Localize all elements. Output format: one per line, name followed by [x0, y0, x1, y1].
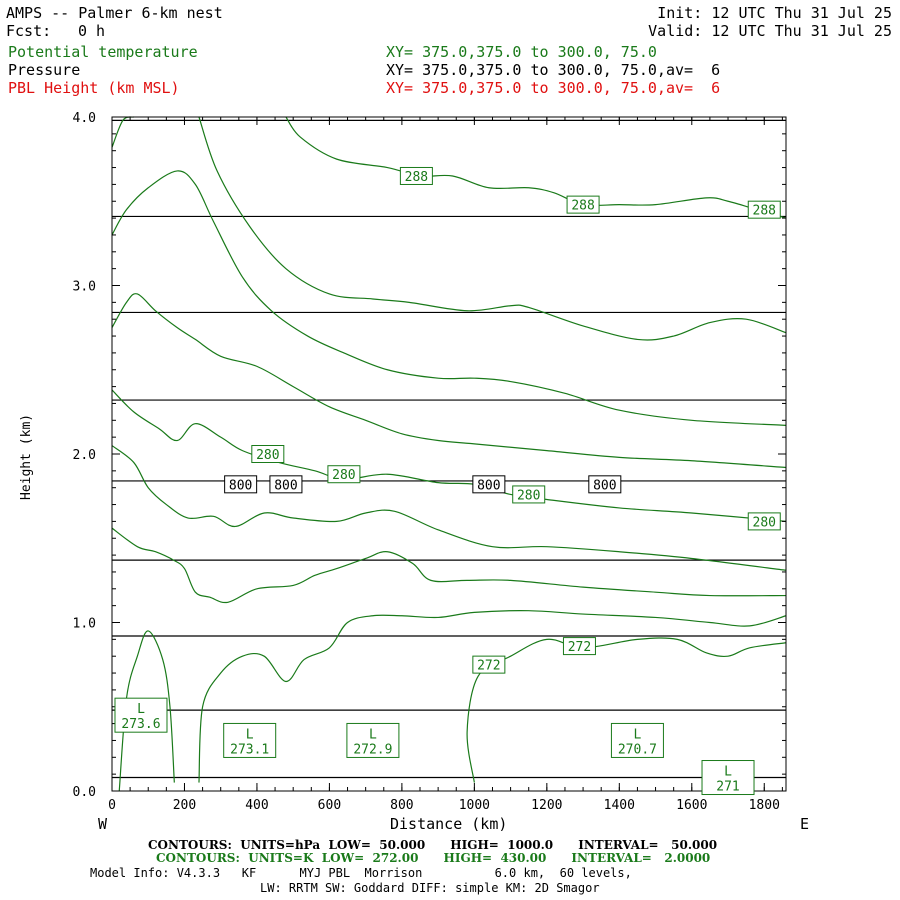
model-title: AMPS -- Palmer 6-km nest	[6, 4, 223, 22]
minimum-letter: L	[246, 727, 254, 742]
theta-label-box	[562, 637, 596, 656]
pressure-label: 800	[593, 478, 616, 493]
theta-label-box	[747, 200, 781, 219]
minimum-value: 272.9	[353, 742, 392, 757]
theta-label: 288	[571, 199, 594, 214]
x-axis-east: E	[800, 815, 810, 833]
minimum-box	[610, 722, 664, 758]
footer-model-info: Model Info: V4.3.3 KF MYJ PBL Morrison 6…	[90, 866, 632, 880]
theta-contour-line	[111, 293, 787, 469]
pressure-label: 800	[274, 478, 297, 493]
field-pbl: PBL Height (km MSL)	[8, 79, 180, 97]
minimum-value: 271	[716, 780, 739, 795]
theta-label: 272	[568, 640, 591, 655]
theta-label-box	[399, 166, 433, 185]
xy-pbl: XY= 375.0,375.0 to 300.0, 75.0,av= 6	[386, 79, 721, 97]
x-tick-label: 1000	[459, 798, 490, 813]
xy-theta: XY= 375.0,375.0 to 300.0, 75.0	[386, 43, 657, 61]
pressure-label-box	[588, 475, 622, 494]
minimum-letter: L	[634, 727, 642, 742]
pressure-contours	[112, 119, 786, 779]
theta-label: 272	[477, 659, 500, 674]
contour-labels: 800 800 800 800 288 288 288 280 280 280 280 272 272 L…	[114, 166, 781, 796]
minimum-box	[701, 760, 755, 796]
theta-label-box	[566, 195, 600, 214]
minimum-box	[223, 722, 277, 758]
minimum-letter: L	[724, 765, 732, 780]
x-axis-label: Distance (km)	[390, 815, 508, 833]
theta-contours	[111, 116, 787, 792]
x-tick-label: 800	[390, 798, 413, 813]
x-tick-label: 200	[173, 798, 196, 813]
minimum-box	[114, 697, 168, 733]
x-tick-label: 0	[108, 798, 116, 813]
theta-contour-line	[111, 389, 787, 522]
x-tick-label: 400	[245, 798, 268, 813]
x-axis-west: W	[98, 815, 108, 833]
plot-frame	[111, 116, 787, 792]
minimum-letter: L	[137, 702, 145, 717]
minimum-value: 270.7	[618, 742, 657, 757]
x-tick-label: 1600	[676, 798, 707, 813]
field-pressure: Pressure	[8, 61, 81, 79]
y-tick-label: 4.0	[73, 111, 96, 126]
theta-contour-line	[111, 527, 787, 604]
y-tick-label: 2.0	[73, 448, 96, 463]
theta-contour-line	[198, 610, 787, 783]
theta-contour-line	[466, 637, 787, 783]
footer-contours-pressure: CONTOURS: UNITS=hPa LOW= 50.000 HIGH= 10…	[148, 838, 718, 852]
theta-contour-line	[111, 445, 787, 571]
y-tick-label: 0.0	[73, 785, 96, 800]
x-tick-label: 1800	[749, 798, 780, 813]
minimum-box	[346, 722, 400, 758]
y-tick-label: 3.0	[73, 280, 96, 295]
pressure-label-box	[269, 475, 303, 494]
theta-contour-line	[285, 116, 787, 219]
theta-label: 280	[332, 468, 355, 483]
theta-label-box	[472, 655, 506, 674]
pressure-label-box	[224, 475, 258, 494]
valid-time: Valid: 12 UTC Thu 31 Jul 25	[648, 22, 892, 40]
theta-label: 288	[405, 170, 428, 185]
pressure-label: 800	[229, 478, 252, 493]
theta-label-box	[327, 465, 361, 484]
x-tick-label: 1400	[604, 798, 635, 813]
x-tick-label: 1200	[531, 798, 562, 813]
init-time: Init: 12 UTC Thu 31 Jul 25	[657, 4, 892, 22]
y-tick-label: 1.0	[73, 617, 96, 632]
pressure-label: 800	[477, 478, 500, 493]
theta-label: 280	[753, 515, 776, 530]
axes: 0 200 400 600 800 1000 1200 1400 1600 1800 0.0 1.0 2…	[73, 111, 786, 813]
theta-label: 280	[256, 448, 279, 463]
minimum-letter: L	[369, 727, 377, 742]
y-axis-label: Height (km)	[19, 413, 34, 500]
theta-label-box	[512, 485, 546, 504]
theta-contour-line	[111, 116, 134, 148]
theta-contour-line	[198, 116, 787, 341]
fcst-label: Fcst:	[6, 22, 52, 40]
theta-contour-line	[111, 170, 787, 426]
footer-contours-theta: CONTOURS: UNITS=K LOW= 272.00 HIGH= 430.…	[156, 851, 711, 865]
x-tick-label: 600	[318, 798, 341, 813]
minimum-value: 273.1	[230, 742, 269, 757]
theta-label: 288	[753, 204, 776, 219]
theta-label-box	[747, 512, 781, 531]
theta-label: 280	[517, 488, 540, 503]
footer-physics: LW: RRTM SW: Goddard DIFF: simple KM: 2D…	[260, 881, 600, 895]
field-theta: Potential temperature	[8, 43, 198, 61]
minimum-value: 273.6	[121, 717, 160, 732]
theta-label-box	[251, 445, 285, 463]
xy-pressure: XY= 375.0,375.0 to 300.0, 75.0,av= 6	[386, 61, 721, 79]
pressure-label-box	[472, 475, 506, 494]
fcst-value: 0 h	[78, 22, 106, 40]
